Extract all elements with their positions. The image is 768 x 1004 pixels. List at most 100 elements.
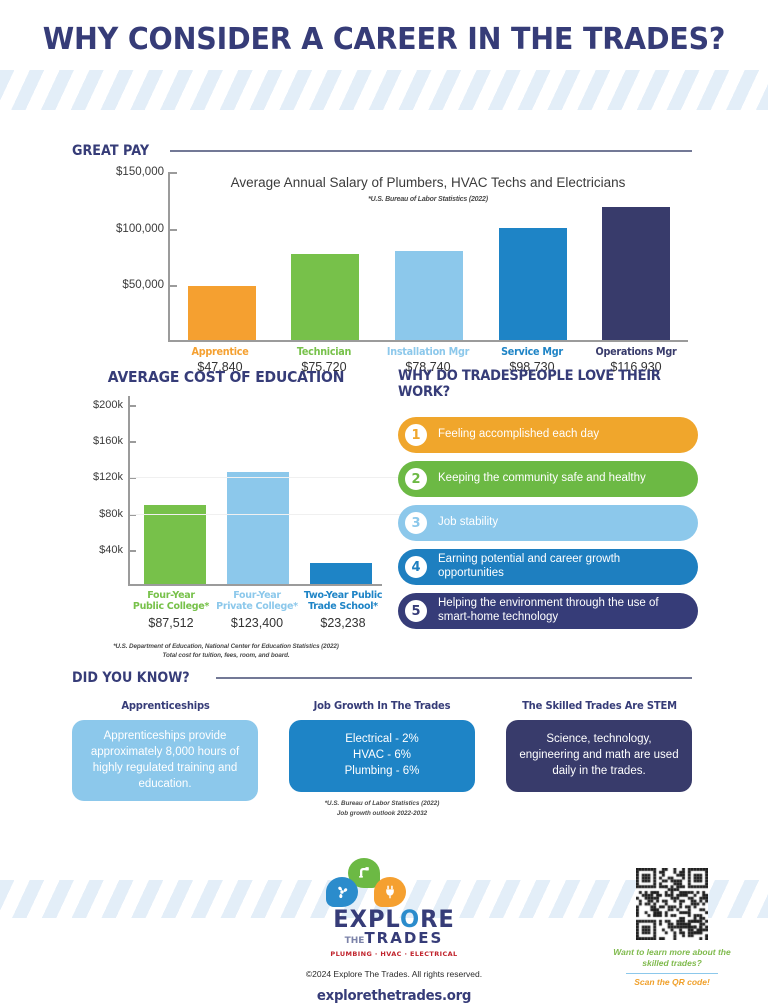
section-header-label: GREAT PAY xyxy=(72,143,150,159)
divider-rule xyxy=(169,150,692,152)
y-axis-tick-label: $50,000 xyxy=(122,279,164,292)
education-chart-x-labels: Four-Year Public College* $87,512 Four-Year… xyxy=(66,590,386,630)
y-axis-tick-label: $120k xyxy=(93,471,123,484)
section-header-did-you-know: DID YOU KNOW? xyxy=(72,670,692,686)
section-header-great-pay: GREAT PAY xyxy=(72,143,692,159)
chart-bar xyxy=(394,250,463,340)
chart-bar xyxy=(187,285,256,340)
chart-title: AVERAGE COST OF EDUCATION xyxy=(107,368,345,386)
wordmark-the: THE xyxy=(344,936,365,947)
card-heading: The Skilled Trades Are STEM xyxy=(521,700,677,712)
page-title: WHY CONSIDER A CAREER IN THE TRADES? xyxy=(42,22,726,57)
panel-title: WHY DO TRADESPEOPLE LOVE THEIR WORK? xyxy=(398,368,661,400)
bar-value-label: $23,238 xyxy=(320,615,366,630)
salary-bar-chart: Average Annual Salary of Plumbers, HVAC … xyxy=(88,166,688,342)
card-heading: Apprenticeships xyxy=(120,700,210,712)
wordmark-part-o: O xyxy=(399,905,421,933)
list-item[interactable]: 3 Job stability xyxy=(398,505,698,541)
bar-value-label: $75,720 xyxy=(301,360,347,374)
qr-code-icon[interactable] xyxy=(636,868,708,940)
did-you-know-cards: Apprenticeships Apprenticeships provide a… xyxy=(72,700,692,819)
list-item[interactable]: 4 Earning potential and career growth opp… xyxy=(398,549,698,585)
decorative-stripe-band-top xyxy=(0,70,768,110)
chart-bar xyxy=(309,562,372,584)
y-axis-tick xyxy=(130,513,136,516)
logo-wordmark-explore: EXPLORE xyxy=(292,905,495,933)
card-heading: Job Growth In The Trades xyxy=(313,700,451,712)
fan-icon xyxy=(326,877,358,907)
list-item-number: 2 xyxy=(403,466,429,492)
y-axis-tick-label: $80k xyxy=(99,507,123,520)
gridline xyxy=(130,513,422,515)
salary-chart-x-labels: Apprentice $47,840 Technician $75,720 Instal… xyxy=(168,346,688,374)
y-axis-tick xyxy=(130,441,136,444)
plug-icon xyxy=(374,877,406,907)
x-axis-label-cell: Two-Year Public Trade School* $23,238 xyxy=(300,590,386,630)
wordmark-part-1: EXPL xyxy=(333,905,400,933)
card-body: Apprenticeships provide approximately 8,… xyxy=(72,720,258,802)
list-item[interactable]: 2 Keeping the community safe and healthy xyxy=(398,461,698,497)
list-item[interactable]: 1 Feeling accomplished each day xyxy=(398,417,698,453)
list-item-number: 1 xyxy=(403,422,429,448)
bar-value-label: $98,730 xyxy=(509,360,555,374)
bar-value-label: $123,400 xyxy=(230,615,284,630)
x-axis-label-cell: Service Mgr $98,730 xyxy=(480,346,584,374)
list-item-label: Helping the environment through the use … xyxy=(438,597,659,623)
y-axis-tick-label: $100,000 xyxy=(116,222,164,235)
bar-value-label: $78,740 xyxy=(405,360,451,374)
copyright-text: ©2024 Explore The Trades. All rights res… xyxy=(305,969,483,980)
list-item[interactable]: 5 Helping the environment through the use… xyxy=(398,593,698,629)
list-item-label: Feeling accomplished each day xyxy=(438,428,600,441)
did-you-know-column: The Skilled Trades Are STEM Science, tech… xyxy=(506,700,692,819)
card-body: Electrical - 2% HVAC - 6% Plumbing - 6% xyxy=(289,720,475,792)
x-axis-label-cell: Operations Mgr $116,930 xyxy=(584,346,688,374)
x-axis-label-cell: Apprentice $47,840 xyxy=(168,346,272,374)
chart-bars-container xyxy=(170,172,688,340)
did-you-know-column: Job Growth In The Trades Electrical - 2% H… xyxy=(289,700,475,819)
x-axis-category-label: Installation Mgr xyxy=(386,346,470,358)
love-their-work-list: 1 Feeling accomplished each day 2 Keeping t… xyxy=(398,417,698,629)
x-axis-category-label: Operations Mgr xyxy=(595,346,677,358)
x-axis-label-cell: Four-Year Public College* $87,512 xyxy=(128,590,214,630)
chart-bar xyxy=(144,504,207,584)
qr-cta-line-2: Scan the QR code! xyxy=(634,976,710,987)
chart-bar xyxy=(602,207,671,340)
qr-cta-line-1: Want to learn more about the skilled tra… xyxy=(613,947,731,969)
bar-value-label: $87,512 xyxy=(148,615,194,630)
chart-plot-area: $50,000 $100,000 $150,000 xyxy=(116,166,688,342)
x-axis-label-cell: Four-Year Private College* $123,400 xyxy=(214,590,300,630)
x-axis-category-label: Technician xyxy=(296,346,352,358)
list-item-label: Job stability xyxy=(438,516,499,529)
y-axis-tick-label: $40k xyxy=(99,543,123,556)
y-axis-tick xyxy=(170,285,177,288)
logo-tagline: PLUMBING · HVAC · ELECTRICAL xyxy=(330,950,458,959)
y-axis-tick xyxy=(170,172,177,174)
y-axis-tick xyxy=(130,477,136,480)
list-item-label: Earning potential and career growth oppo… xyxy=(438,553,621,579)
list-item-number: 5 xyxy=(403,598,429,624)
chart-source-note: *U.S. Bureau of Labor Statistics (2022) xyxy=(368,196,488,203)
card-source-note: *U.S. Bureau of Labor Statistics (2022) J… xyxy=(324,800,440,817)
x-axis-label-cell: Technician $75,720 xyxy=(272,346,376,374)
list-item-label: Keeping the community safe and healthy xyxy=(438,472,646,485)
divider xyxy=(626,972,718,974)
section-header-label: DID YOU KNOW? xyxy=(72,670,190,686)
chart-body: $40k $80k $120k $160k $200k xyxy=(66,396,422,586)
education-cost-chart: AVERAGE COST OF EDUCATION $40k $80k $120k $… xyxy=(66,368,422,659)
x-axis-category-label: Apprentice xyxy=(191,346,249,358)
bar-value-label: $116,930 xyxy=(610,360,662,374)
chart-source-note: *U.S. Department of Education, National … xyxy=(113,642,339,660)
y-axis-tick-label: $200k xyxy=(93,399,123,412)
list-item-number: 3 xyxy=(403,510,429,536)
gridline xyxy=(130,477,422,479)
website-link[interactable]: explorethetrades.org xyxy=(316,988,472,1004)
wordmark-part-2: RE xyxy=(420,905,455,933)
chart-plot-area: $40k $80k $120k $160k $200k xyxy=(93,396,422,586)
y-axis-tick xyxy=(170,228,177,231)
y-axis-tick-label: $160k xyxy=(93,435,123,448)
x-axis-category-label: Four-Year Public College* xyxy=(132,590,210,612)
x-axis-category-label: Four-Year Private College* xyxy=(216,590,298,612)
y-axis-tick xyxy=(130,549,136,552)
x-axis-category-label: Service Mgr xyxy=(501,346,563,358)
